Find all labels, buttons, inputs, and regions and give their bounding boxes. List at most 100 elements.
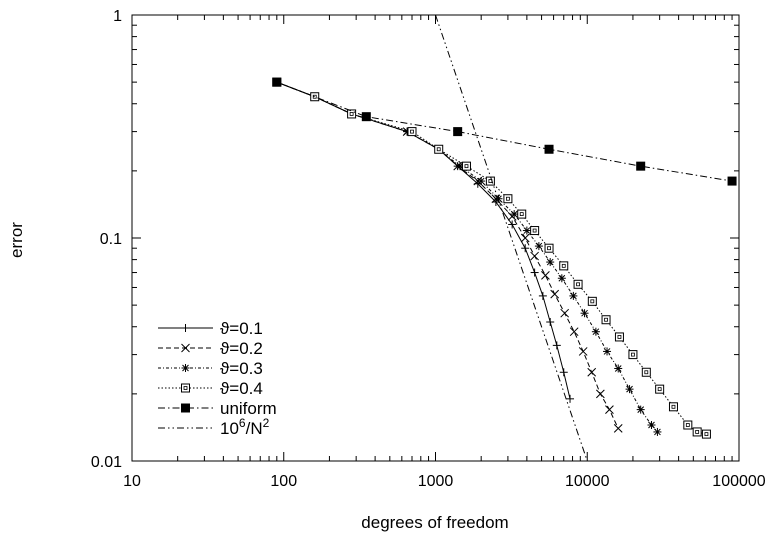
series-1 bbox=[272, 78, 575, 403]
y-tick-label: 0.01 bbox=[91, 454, 122, 471]
point-marker bbox=[626, 385, 633, 393]
point-marker bbox=[523, 227, 531, 234]
point-marker bbox=[613, 424, 623, 433]
point-marker bbox=[541, 270, 550, 280]
series-2 bbox=[272, 77, 623, 433]
point-marker bbox=[560, 308, 570, 318]
point-marker bbox=[530, 226, 540, 236]
series-line bbox=[276, 81, 619, 429]
point-marker bbox=[581, 309, 588, 317]
point-marker bbox=[181, 383, 190, 393]
point-marker bbox=[573, 279, 583, 289]
point-marker bbox=[604, 317, 608, 322]
x-tick-label: 10 bbox=[123, 473, 141, 490]
point-marker bbox=[181, 403, 190, 413]
point-marker bbox=[631, 352, 635, 357]
series-layer bbox=[272, 15, 737, 461]
legend-label: ϑ=0.3 bbox=[220, 359, 263, 378]
point-marker bbox=[605, 405, 614, 414]
point-marker bbox=[461, 161, 471, 171]
series-4 bbox=[272, 77, 711, 439]
point-marker bbox=[671, 404, 676, 409]
point-marker bbox=[644, 370, 649, 375]
series-line bbox=[435, 15, 588, 461]
point-marker bbox=[519, 212, 524, 216]
series-6 bbox=[435, 15, 588, 461]
point-marker bbox=[648, 421, 655, 429]
axis-ticks: 10 100 1000 10000 100000 0.01 0.1 1 bbox=[91, 8, 766, 490]
point-marker bbox=[576, 282, 580, 287]
point-marker bbox=[477, 177, 485, 185]
point-marker bbox=[641, 367, 651, 377]
point-marker bbox=[547, 246, 551, 251]
legend-label-part: 10 bbox=[220, 419, 239, 438]
point-marker bbox=[434, 144, 444, 154]
point-marker bbox=[636, 161, 646, 171]
point-marker bbox=[530, 251, 539, 261]
point-marker bbox=[655, 384, 665, 394]
point-marker bbox=[569, 327, 579, 337]
point-marker bbox=[410, 129, 414, 134]
series-line bbox=[276, 81, 658, 433]
point-marker bbox=[596, 389, 605, 399]
legend-label: ϑ=0.4 bbox=[220, 379, 263, 398]
legend-label-part: 6 bbox=[239, 416, 246, 430]
point-marker bbox=[347, 109, 357, 119]
point-marker bbox=[692, 427, 702, 437]
point-marker bbox=[578, 347, 588, 356]
point-marker bbox=[570, 292, 577, 300]
series-line bbox=[276, 81, 571, 399]
point-marker bbox=[637, 406, 645, 413]
point-marker bbox=[683, 420, 693, 430]
point-marker bbox=[558, 274, 566, 282]
point-marker bbox=[436, 147, 441, 152]
point-marker bbox=[464, 164, 469, 169]
point-marker bbox=[695, 430, 700, 434]
x-axis-label: degrees of freedom bbox=[361, 513, 508, 532]
point-marker bbox=[701, 429, 711, 439]
x-tick-label: 100000 bbox=[712, 473, 765, 490]
point-marker bbox=[550, 289, 560, 299]
point-marker bbox=[668, 402, 678, 412]
point-marker bbox=[601, 315, 611, 325]
legend-label-part: 2 bbox=[263, 416, 270, 430]
point-marker bbox=[310, 92, 320, 102]
legend-label: 106/N2 bbox=[220, 416, 270, 438]
point-marker bbox=[349, 112, 354, 116]
legend-label: uniform bbox=[220, 399, 277, 418]
x-tick-label: 100 bbox=[270, 473, 297, 490]
series-line bbox=[276, 81, 733, 182]
legend-label: ϑ=0.1 bbox=[220, 319, 263, 338]
y-axis-label: error bbox=[7, 222, 26, 258]
point-marker bbox=[535, 242, 543, 250]
point-marker bbox=[503, 194, 513, 204]
point-marker bbox=[603, 348, 611, 355]
point-marker bbox=[617, 335, 622, 339]
point-marker bbox=[181, 343, 190, 353]
point-marker bbox=[546, 258, 554, 266]
point-marker bbox=[407, 127, 417, 137]
point-marker bbox=[485, 176, 495, 186]
point-marker bbox=[727, 176, 737, 186]
point-marker bbox=[517, 209, 527, 219]
point-marker bbox=[506, 196, 510, 201]
point-marker bbox=[544, 243, 554, 253]
point-marker bbox=[590, 299, 595, 304]
point-marker bbox=[183, 386, 188, 390]
point-marker bbox=[685, 423, 690, 427]
point-marker bbox=[510, 210, 518, 218]
point-marker bbox=[453, 127, 463, 137]
point-marker bbox=[614, 332, 624, 342]
x-tick-label: 10000 bbox=[565, 473, 610, 490]
point-marker bbox=[587, 367, 597, 377]
point-marker bbox=[587, 296, 597, 306]
point-marker bbox=[361, 112, 371, 122]
point-marker bbox=[182, 364, 189, 372]
point-marker bbox=[704, 432, 709, 437]
point-marker bbox=[520, 233, 530, 243]
point-marker bbox=[559, 261, 569, 271]
series-line bbox=[276, 81, 707, 435]
point-marker bbox=[272, 77, 282, 87]
legend-label: ϑ=0.2 bbox=[220, 339, 263, 358]
